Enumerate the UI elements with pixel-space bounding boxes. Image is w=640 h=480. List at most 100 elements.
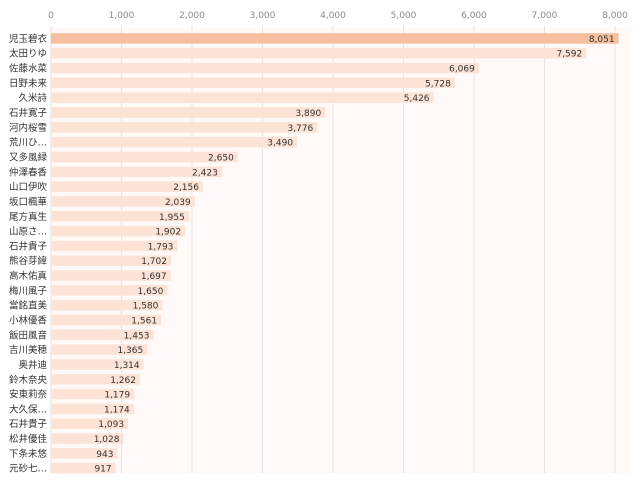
category-label: 久米詩 xyxy=(18,92,47,104)
x-tick-label: 3,000 xyxy=(250,11,276,21)
category-label: 石井寛子 xyxy=(9,107,48,119)
data-label: 1,093 xyxy=(98,420,124,430)
data-label: 1,179 xyxy=(104,391,130,401)
x-tick-label: 2,000 xyxy=(179,11,205,21)
bar xyxy=(51,255,171,266)
category-label: 石井貴子 xyxy=(9,418,48,430)
data-label: 1,453 xyxy=(124,331,150,341)
category-label: 山口伊吹 xyxy=(9,181,48,193)
category-label: 松井優佳 xyxy=(9,433,48,445)
data-label: 943 xyxy=(96,450,113,460)
data-label: 1,702 xyxy=(141,257,167,267)
bar xyxy=(51,225,186,237)
data-label: 3,776 xyxy=(287,124,313,134)
category-label: 太田りゆ xyxy=(9,48,47,60)
category-label: 河内桜雪 xyxy=(9,122,47,134)
category-label: 當銘直美 xyxy=(9,300,48,312)
bar xyxy=(51,33,619,44)
category-label: 奥井迪 xyxy=(18,359,47,371)
category-label: 吉川美穂 xyxy=(9,344,48,356)
category-label: 梅川風子 xyxy=(9,285,48,297)
data-label: 2,423 xyxy=(192,168,218,178)
bar xyxy=(51,270,171,281)
category-label: 大久保… xyxy=(9,403,47,415)
bar xyxy=(51,92,434,103)
data-label: 1,262 xyxy=(110,376,136,386)
data-label: 8,051 xyxy=(589,35,615,45)
bar xyxy=(51,403,134,415)
category-label: 佐藤水菜 xyxy=(9,63,48,75)
bar xyxy=(51,314,162,326)
category-label: 仲澤春香 xyxy=(9,166,48,178)
category-label: 下条未悠 xyxy=(9,448,48,460)
category-label: 小林優香 xyxy=(9,314,48,326)
data-labels: 8,051 7,592 6,069 5,728 5,426 3,890 3,776 3,490… xyxy=(94,35,615,475)
bar xyxy=(51,433,124,444)
bar xyxy=(51,240,178,252)
bars xyxy=(51,33,619,474)
category-label: 元砂七… xyxy=(9,463,47,475)
bar xyxy=(51,329,154,341)
category-label: 熊谷芽緯 xyxy=(9,255,48,267)
data-label: 1,580 xyxy=(133,302,159,312)
data-label: 1,174 xyxy=(104,405,130,415)
data-label: 2,650 xyxy=(208,153,234,163)
bar xyxy=(51,374,140,385)
data-label: 1,697 xyxy=(141,272,167,282)
bar xyxy=(51,285,168,296)
category-label: 坂口楓華 xyxy=(9,196,48,208)
bar xyxy=(51,211,189,222)
x-tick-label: 7,000 xyxy=(532,11,558,21)
category-label: 又多風緑 xyxy=(9,151,48,163)
category-label: 石井貴子 xyxy=(9,240,48,252)
data-label: 3,890 xyxy=(295,109,321,119)
category-label: 日野未来 xyxy=(9,77,48,89)
bar xyxy=(51,166,222,178)
data-label: 7,592 xyxy=(556,50,582,60)
data-label: 3,490 xyxy=(267,139,293,149)
bar xyxy=(51,448,118,459)
category-label: 荒川ひ… xyxy=(9,138,47,149)
bar xyxy=(51,344,148,355)
bar xyxy=(51,122,318,133)
data-label: 1,955 xyxy=(159,213,185,223)
data-label: 2,039 xyxy=(165,198,191,208)
bar xyxy=(51,47,587,59)
x-tick-label: 6,000 xyxy=(461,11,487,21)
data-label: 5,728 xyxy=(425,79,451,89)
bar xyxy=(51,77,455,89)
bar xyxy=(51,196,195,207)
x-axis-ticks: 0 1,000 2,000 3,000 4,000 5,000 6,000 7,000 8,00… xyxy=(48,11,628,21)
category-label: 鈴木奈央 xyxy=(9,374,48,386)
x-tick-label: 5,000 xyxy=(391,11,417,21)
bar xyxy=(51,359,144,370)
data-label: 917 xyxy=(94,465,111,475)
bar xyxy=(51,388,135,400)
data-label: 1,650 xyxy=(138,287,164,297)
category-label: 安東莉奈 xyxy=(9,389,48,401)
category-label: 児玉碧衣 xyxy=(9,33,48,45)
bar xyxy=(51,462,116,474)
bar xyxy=(51,62,479,74)
category-label: 尾方真生 xyxy=(9,211,48,223)
data-label: 1,314 xyxy=(114,361,140,371)
category-label: 飯田風音 xyxy=(9,329,47,341)
x-tick-label: 8,000 xyxy=(602,11,628,21)
data-label: 1,793 xyxy=(148,242,174,252)
category-label: 高木佑真 xyxy=(9,270,47,282)
bar xyxy=(51,136,298,148)
x-tick-label: 4,000 xyxy=(320,11,346,21)
bar xyxy=(51,107,326,118)
bar xyxy=(51,151,238,163)
data-label: 1,365 xyxy=(117,346,143,356)
data-label: 1,561 xyxy=(131,316,157,326)
x-tick-label: 0 xyxy=(48,11,54,21)
data-label: 2,156 xyxy=(173,183,199,193)
x-tick-label: 1,000 xyxy=(109,11,135,21)
bar xyxy=(51,181,203,192)
data-label: 6,069 xyxy=(449,65,475,75)
data-label: 1,902 xyxy=(155,228,181,238)
bar xyxy=(51,299,163,311)
